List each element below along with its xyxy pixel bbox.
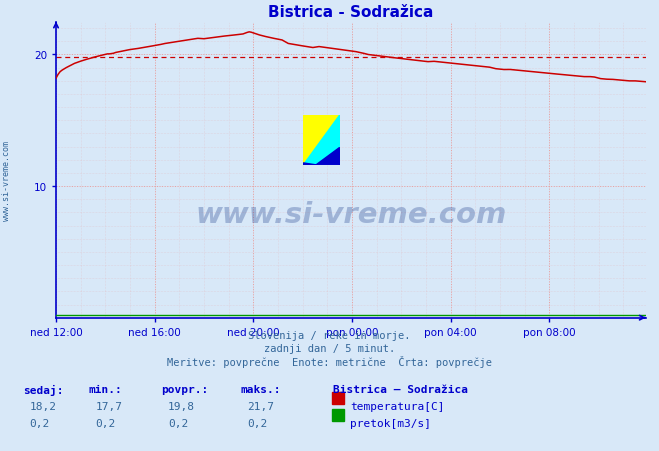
Polygon shape	[303, 164, 316, 166]
Text: www.si-vreme.com: www.si-vreme.com	[195, 201, 507, 229]
Text: pretok[m3/s]: pretok[m3/s]	[350, 418, 431, 428]
Text: 0,2: 0,2	[30, 418, 50, 428]
Text: Bistrica – Sodražica: Bistrica – Sodražica	[333, 384, 468, 394]
Polygon shape	[316, 148, 339, 166]
Text: maks.:: maks.:	[241, 384, 281, 394]
Text: Meritve: povprečne  Enote: metrične  Črta: povprečje: Meritve: povprečne Enote: metrične Črta:…	[167, 355, 492, 368]
Text: povpr.:: povpr.:	[161, 384, 209, 394]
Text: 0,2: 0,2	[168, 418, 188, 428]
Text: Slovenija / reke in morje.: Slovenija / reke in morje.	[248, 330, 411, 340]
Text: zadnji dan / 5 minut.: zadnji dan / 5 minut.	[264, 343, 395, 353]
Text: temperatura[C]: temperatura[C]	[350, 401, 444, 411]
Text: 17,7: 17,7	[96, 401, 123, 411]
Polygon shape	[303, 116, 339, 166]
Text: 18,2: 18,2	[30, 401, 57, 411]
Text: www.si-vreme.com: www.si-vreme.com	[2, 141, 11, 220]
Text: 0,2: 0,2	[96, 418, 116, 428]
Text: sedaj:: sedaj:	[23, 384, 63, 395]
Title: Bistrica - Sodražica: Bistrica - Sodražica	[268, 5, 434, 20]
Text: min.:: min.:	[89, 384, 123, 394]
Text: 19,8: 19,8	[168, 401, 195, 411]
Polygon shape	[303, 116, 339, 166]
Text: 0,2: 0,2	[247, 418, 268, 428]
Text: 21,7: 21,7	[247, 401, 274, 411]
